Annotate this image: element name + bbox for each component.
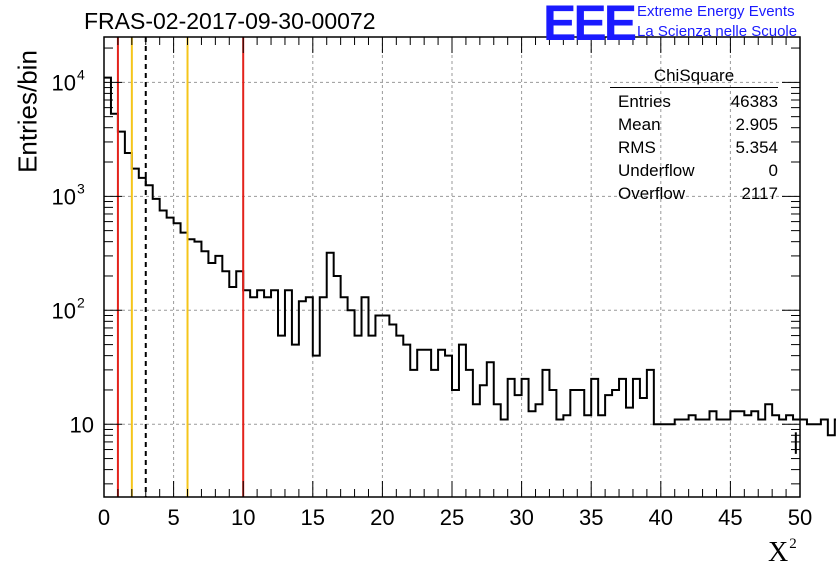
y-tick-label: 10 — [52, 298, 76, 323]
cut-lines — [116, 37, 245, 497]
y-tick-exponent: 3 — [77, 180, 85, 196]
eee-logo-mark: EEE — [543, 0, 637, 51]
x-tick-label: 40 — [649, 505, 673, 530]
x-tick-label: 10 — [231, 505, 255, 530]
x-tick-label: 20 — [370, 505, 394, 530]
y-tick-exponent: 2 — [77, 294, 85, 310]
logo-text-line1: Extreme Energy Events — [637, 3, 795, 20]
y-axis-label: Entries/bin — [12, 50, 43, 173]
stats-title: ChiSquare — [610, 66, 778, 88]
x-tick-label: 15 — [301, 505, 325, 530]
x-tick-label: 45 — [718, 505, 742, 530]
stats-row-underflow: Underflow 0 — [618, 161, 778, 180]
y-tick-label: 10 — [70, 412, 94, 437]
grid — [104, 37, 800, 497]
histogram-series — [104, 76, 836, 454]
x-tick-label: 50 — [788, 505, 812, 530]
y-tick-label: 10 — [52, 70, 76, 95]
y-tick-exponent: 4 — [77, 66, 85, 82]
x-tick-label: 0 — [98, 505, 110, 530]
chart-title: FRAS-02-2017-09-30-00072 — [84, 8, 376, 34]
y-tick-label: 10 — [52, 184, 76, 209]
stats-row-overflow: Overflow 2117 — [618, 184, 778, 203]
x-tick-label: 5 — [167, 505, 179, 530]
histogram-step-line — [104, 76, 836, 437]
x-tick-label: 35 — [579, 505, 603, 530]
logo-text-line2: La Scienza nelle Scuole — [637, 23, 798, 40]
stats-row-entries: Entries 46383 — [618, 92, 778, 111]
stats-box: ChiSquare Entries 46383 Mean 2.905 RMS 5.35… — [610, 66, 778, 205]
x-tick-label: 25 — [440, 505, 464, 530]
x-tick-label: 30 — [509, 505, 533, 530]
stats-row-rms: RMS 5.354 — [618, 138, 778, 157]
x-axis-label: X2 — [768, 536, 797, 568]
stats-row-mean: Mean 2.905 — [618, 115, 778, 134]
